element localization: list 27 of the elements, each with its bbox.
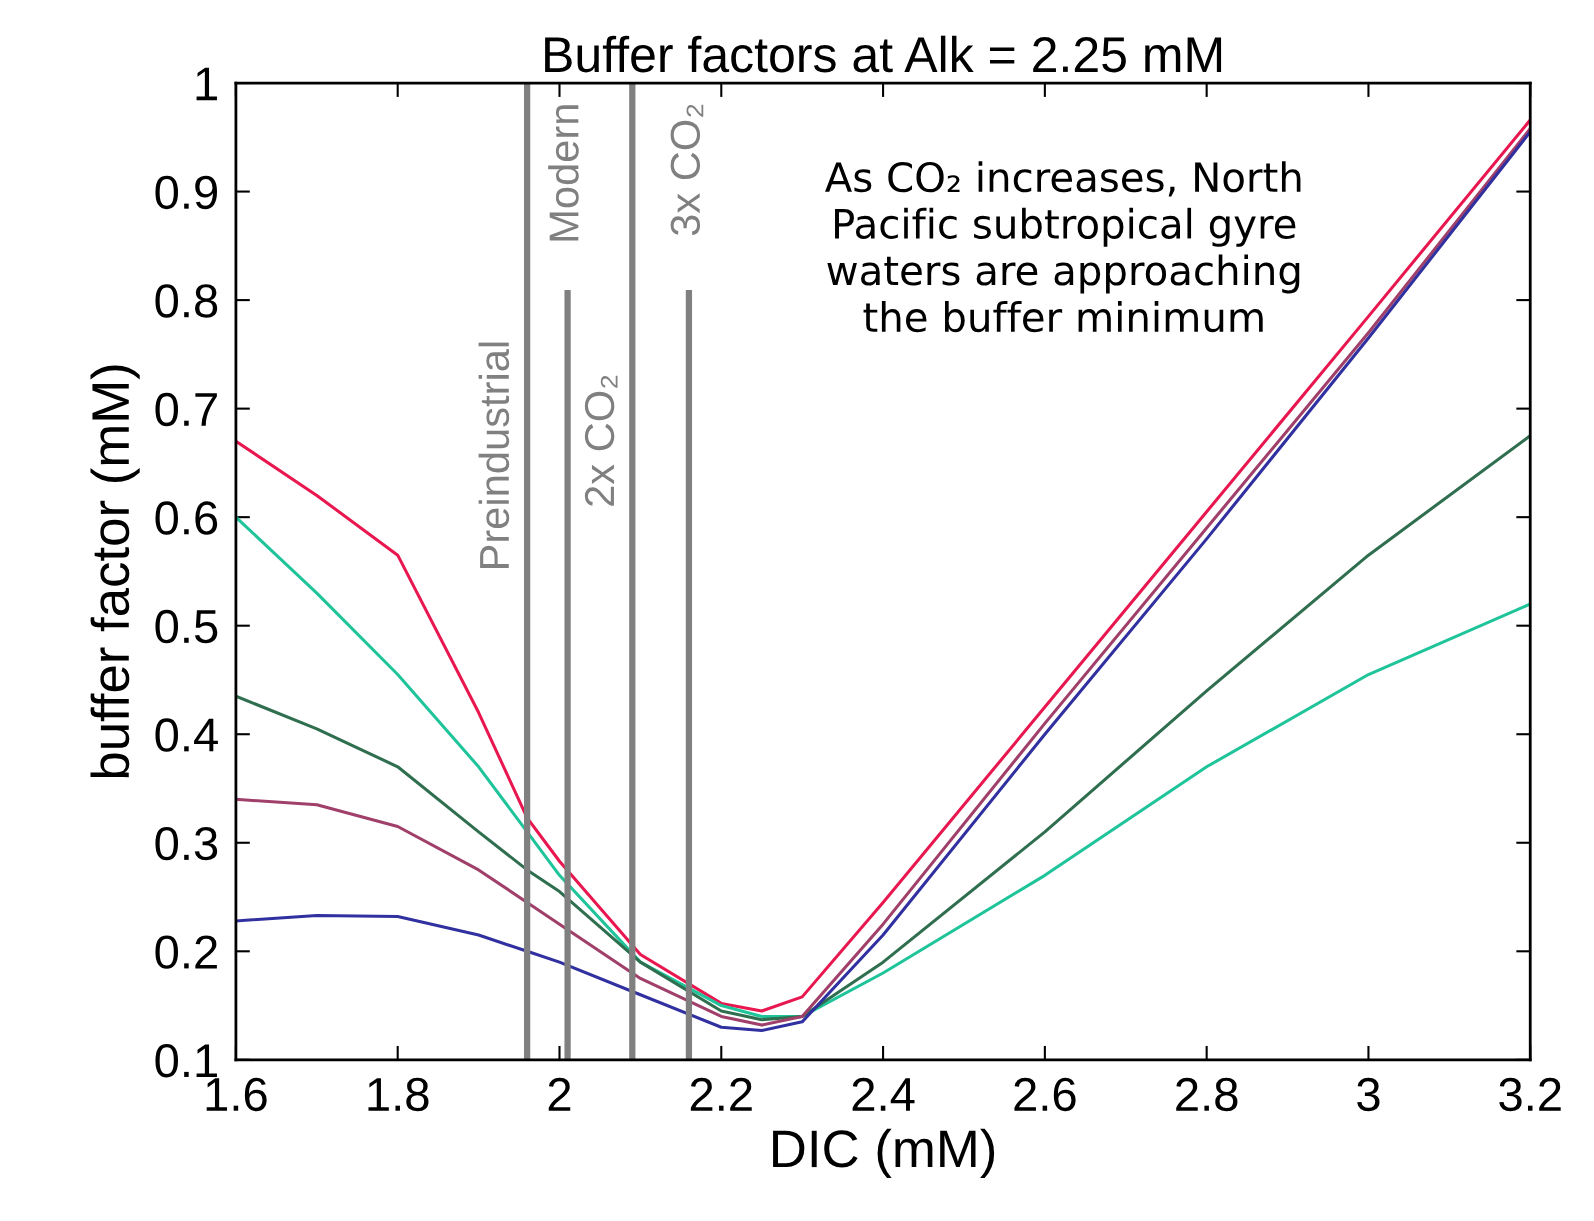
x-tick-label: 2.2 xyxy=(690,1077,752,1111)
ref-line-label: 3x CO₂ xyxy=(670,104,704,236)
y-tick-label: 0.1 xyxy=(155,1043,217,1078)
y-tick-label: 0.4 xyxy=(155,718,218,752)
ref-line-label: Modern xyxy=(548,105,579,241)
x-tick-label: 2.4 xyxy=(852,1077,915,1111)
ref-line-label: 2x CO₂ xyxy=(584,375,618,506)
y-tick-label: 0.8 xyxy=(155,284,218,318)
x-tick-label: 1.8 xyxy=(368,1077,429,1112)
y-tick-label: 0.7 xyxy=(155,392,217,427)
y-tick-label: 0.3 xyxy=(155,826,218,861)
x-tick-label: 3.2 xyxy=(1499,1077,1561,1112)
chart-title: Buffer factors at Alk = 2.25 mM xyxy=(545,35,1222,73)
y-tick-label: 0.5 xyxy=(155,609,218,644)
y-axis-title: buffer factor (mM) xyxy=(90,365,140,778)
ref-line-label: Preindustrial xyxy=(478,342,510,569)
y-tick-label: 0.2 xyxy=(155,935,217,969)
y-tick-label: 1 xyxy=(196,67,217,101)
x-tick-label: 1.6 xyxy=(206,1077,267,1112)
annotation: As CO₂ increases, North Pacific subtropical gyre waters are approaching the buffer minimum xyxy=(825,161,1301,333)
x-axis-title: DIC (mM) xyxy=(773,1128,995,1179)
y-tick-label: 0.6 xyxy=(155,501,218,535)
x-tick-label: 2.6 xyxy=(1014,1077,1076,1112)
x-tick-label: 2 xyxy=(548,1077,571,1111)
x-tick-label: 3 xyxy=(1357,1077,1380,1112)
x-tick-label: 2.8 xyxy=(1176,1077,1238,1112)
y-tick-label: 0.9 xyxy=(155,175,218,210)
